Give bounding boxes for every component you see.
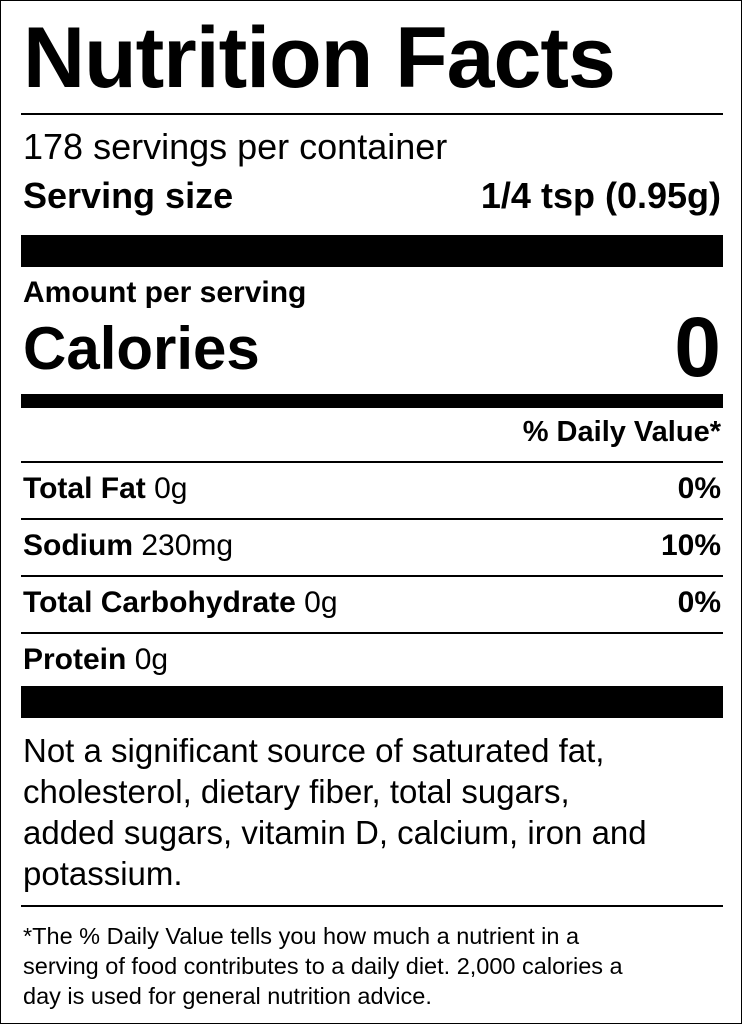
rule — [21, 905, 723, 907]
rule — [21, 632, 723, 634]
calories-value: 0 — [674, 300, 721, 394]
rule — [21, 518, 723, 520]
note-line: potassium. — [23, 855, 183, 892]
servings: 178 servings per container — [23, 126, 448, 167]
nutrient-amount: 0g — [304, 586, 338, 619]
calories-label: Calories — [23, 315, 260, 382]
serving-size-value: 1/4 tsp (0.95g) — [480, 175, 721, 216]
footnote-line: day is used for general nutrition advice… — [23, 983, 432, 1009]
nutrient-name: Total Fat — [23, 472, 146, 505]
footnote-line: *The % Daily Value tells you how much a … — [23, 923, 580, 949]
nutrient-dv: 10% — [660, 529, 721, 562]
footnote-line: serving of food contributes to a daily d… — [23, 953, 623, 979]
rule — [21, 461, 723, 463]
nutrient-amount: 0g — [154, 472, 188, 505]
nutrient-line: Total Carbohydrate 0g — [23, 588, 338, 618]
rule — [21, 575, 723, 577]
note-line: cholesterol, dietary fiber, total sugars… — [23, 773, 570, 810]
nutrient-dv: 0% — [677, 472, 721, 505]
nutrient-amount: 0g — [134, 643, 169, 676]
nutrient-dv: 0% — [677, 586, 721, 619]
rule — [21, 113, 723, 115]
serving-size-label: Serving size — [23, 175, 234, 216]
daily-value-header: % Daily Value* — [522, 416, 721, 448]
note-line: Not a significant source of saturated fa… — [23, 732, 605, 769]
nutrient-line: Sodium 230mg — [23, 531, 233, 561]
nutrient-name: Total Carbohydrate — [23, 586, 296, 619]
nutrient-name: Protein — [23, 643, 127, 676]
nutrient-name: Sodium — [23, 529, 133, 562]
thick-bar — [21, 686, 723, 718]
nutrient-line: Protein 0g — [23, 645, 168, 675]
thick-bar — [21, 235, 723, 267]
note-line: added sugars, vitamin D, calcium, iron a… — [23, 814, 647, 851]
nutrient-amount: 230mg — [141, 529, 234, 562]
title: Nutrition Facts — [23, 10, 616, 106]
amount-per-serving: Amount per serving — [23, 276, 307, 309]
medium-bar — [21, 394, 723, 408]
nutrient-line: Total Fat 0g — [23, 474, 188, 504]
